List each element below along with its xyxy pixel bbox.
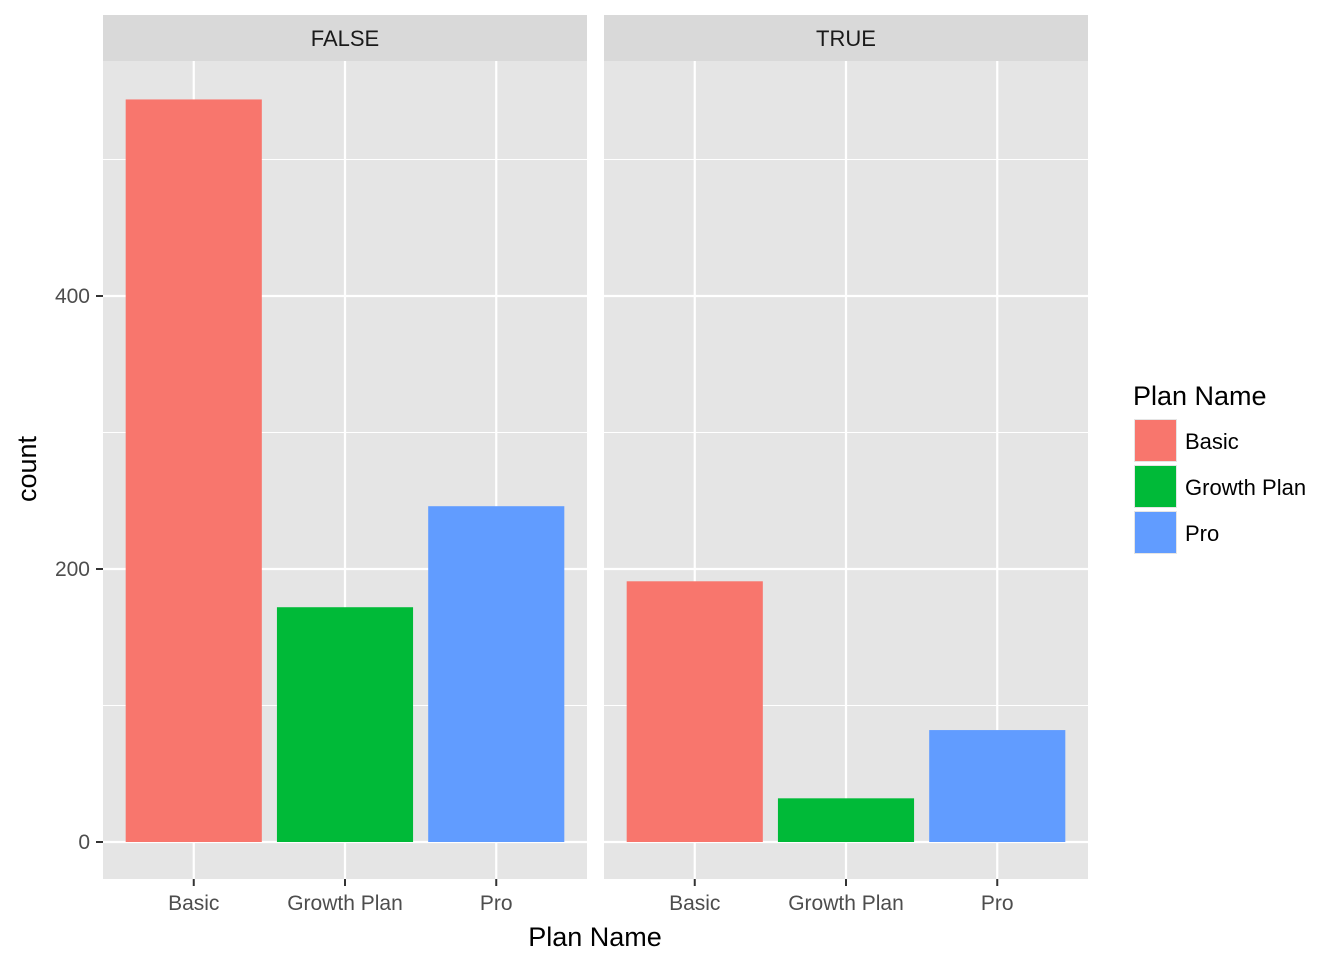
y-tick-label: 200 [55, 558, 90, 581]
y-axis-title: count [12, 435, 42, 502]
bar-false-growth-plan [276, 607, 414, 842]
facet-panels: FALSE TRUE [103, 15, 1088, 879]
y-axis: 0 200 400 [55, 285, 103, 854]
bar-true-basic [626, 581, 763, 842]
x-tick-label: Basic [669, 892, 720, 915]
bar-false-basic [125, 99, 262, 842]
legend-label: Basic [1185, 429, 1239, 454]
facet-panel-false: FALSE [103, 15, 587, 879]
legend-label: Growth Plan [1185, 475, 1306, 500]
bar-true-pro [929, 730, 1066, 842]
x-tick-label: Growth Plan [788, 892, 904, 915]
x-tick-label: Basic [168, 892, 219, 915]
x-axis: Basic Growth Plan Pro Basic Growth Plan Pro [168, 879, 1014, 915]
facet-strip [604, 15, 1088, 61]
legend-label: Pro [1185, 521, 1219, 546]
facet-strip-label: TRUE [816, 26, 876, 51]
facet-strip [103, 15, 587, 61]
x-tick-label: Pro [480, 892, 513, 915]
x-axis-title: Plan Name [528, 922, 662, 952]
facet-panel-true: TRUE [604, 15, 1088, 879]
facet-strip-label: FALSE [311, 26, 379, 51]
legend: Plan Name Basic Growth Plan Pro [1133, 381, 1306, 554]
legend-swatch-growth-plan [1135, 466, 1176, 507]
bar-false-pro [428, 506, 565, 842]
legend-swatch-basic [1135, 420, 1176, 461]
y-tick-label: 0 [78, 831, 90, 854]
legend-title: Plan Name [1133, 381, 1267, 411]
x-tick-label: Pro [981, 892, 1014, 915]
bar-true-growth-plan [777, 798, 915, 842]
legend-swatch-pro [1135, 512, 1176, 553]
x-tick-label: Growth Plan [287, 892, 403, 915]
y-tick-label: 400 [55, 285, 90, 308]
